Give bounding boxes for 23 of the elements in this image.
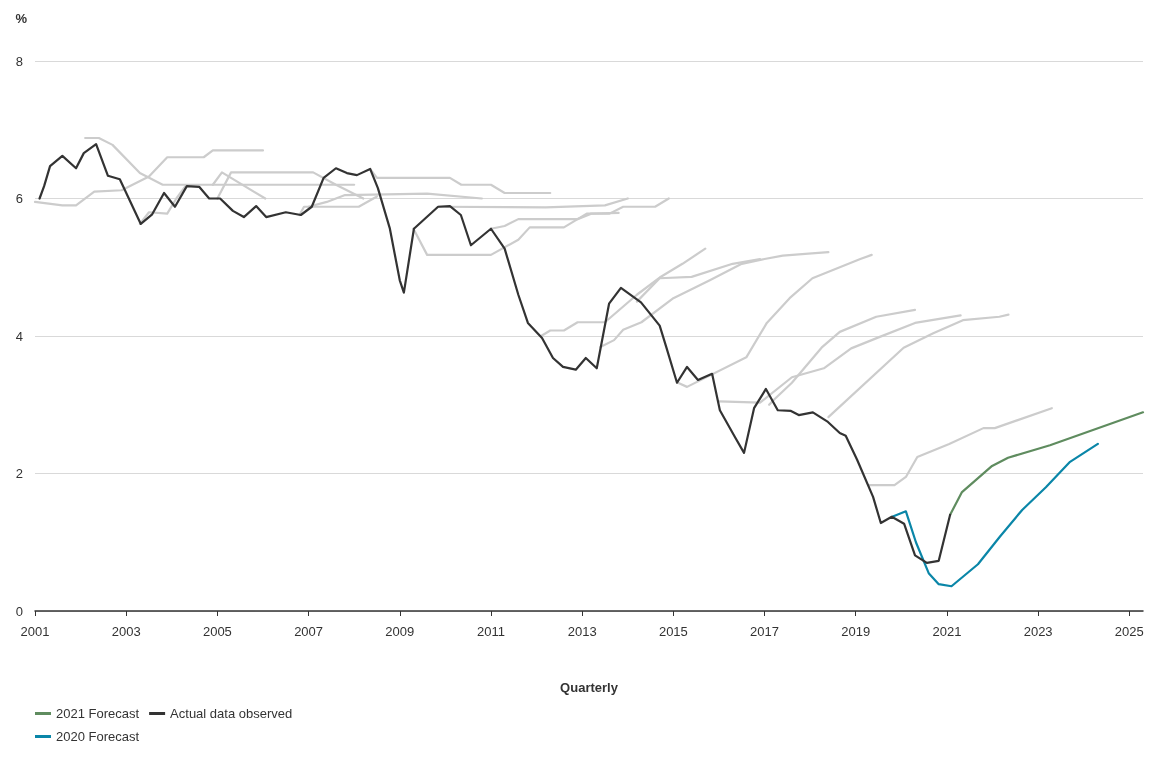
y-axis-title: % — [15, 11, 28, 26]
y-tick-label: 8 — [15, 53, 23, 69]
x-axis-title: Quarterly — [560, 680, 619, 695]
x-tick-label: 2013 — [567, 624, 597, 639]
y-tick-label: 4 — [15, 328, 23, 344]
y-tick-label: 6 — [15, 191, 23, 206]
x-tick-label: 2015 — [658, 624, 688, 639]
x-tick-label: 2007 — [294, 624, 324, 639]
x-tick-label: 2019 — [841, 624, 871, 639]
x-tick-label: 2023 — [1023, 624, 1053, 639]
x-tick-label: 2017 — [750, 624, 780, 639]
x-tick-label: 2001 — [20, 624, 50, 639]
y-tick-label: 2 — [15, 466, 23, 481]
x-tick-label: 2003 — [111, 624, 141, 639]
x-tick-label: 2011 — [476, 624, 505, 639]
y-tick-label: 0 — [15, 603, 23, 619]
x-tick-label: 2009 — [385, 624, 415, 639]
legend-label: 2021 Forecast — [56, 706, 140, 721]
legend-label: Actual data observed — [170, 706, 293, 721]
x-tick-label: 2021 — [932, 624, 962, 639]
x-tick-label: 2005 — [202, 624, 232, 639]
x-tick-label: 2025 — [1114, 624, 1144, 639]
legend-label: 2020 Forecast — [56, 729, 140, 744]
